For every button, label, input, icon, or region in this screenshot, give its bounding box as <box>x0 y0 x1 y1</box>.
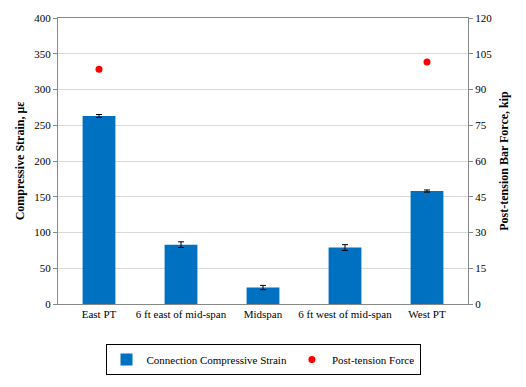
svg-text:15: 15 <box>475 262 487 274</box>
svg-text:East PT: East PT <box>82 308 117 320</box>
svg-text:400: 400 <box>34 12 51 24</box>
svg-text:6 ft east of mid-span: 6 ft east of mid-span <box>136 308 227 320</box>
svg-text:100: 100 <box>34 226 51 238</box>
svg-text:120: 120 <box>475 12 492 24</box>
svg-text:6 ft west of mid-span: 6 ft west of mid-span <box>298 308 392 320</box>
svg-text:50: 50 <box>40 262 52 274</box>
svg-text:Post-tension Force: Post-tension Force <box>332 354 414 366</box>
svg-text:Post-tension Bar Force, kip: Post-tension Bar Force, kip <box>497 91 511 231</box>
svg-text:250: 250 <box>34 119 51 131</box>
svg-text:300: 300 <box>34 83 51 95</box>
svg-text:60: 60 <box>475 155 487 167</box>
svg-text:45: 45 <box>475 191 487 203</box>
svg-text:150: 150 <box>34 191 51 203</box>
svg-text:Compressive Strain, με: Compressive Strain, με <box>13 102 27 221</box>
svg-text:200: 200 <box>34 155 51 167</box>
svg-text:0: 0 <box>45 298 51 310</box>
svg-text:75: 75 <box>475 119 487 131</box>
svg-text:0: 0 <box>475 298 481 310</box>
svg-text:105: 105 <box>475 48 492 60</box>
svg-text:90: 90 <box>475 83 487 95</box>
svg-text:350: 350 <box>34 48 51 60</box>
svg-text:West PT: West PT <box>408 308 446 320</box>
svg-text:Connection Compressive Strain: Connection Compressive Strain <box>147 354 287 366</box>
svg-text:30: 30 <box>475 226 487 238</box>
svg-text:Midspan: Midspan <box>244 308 283 320</box>
